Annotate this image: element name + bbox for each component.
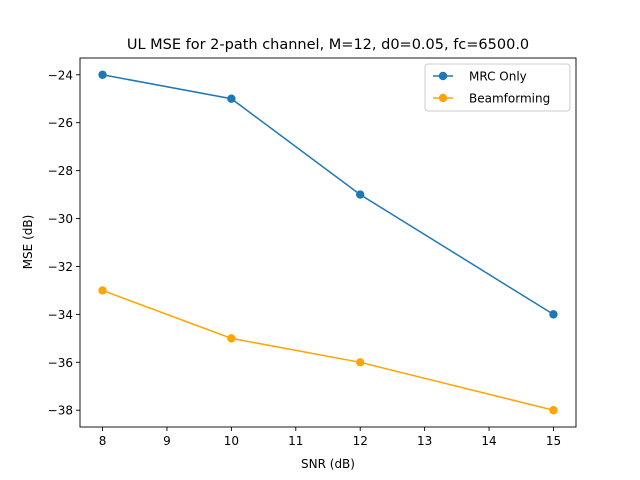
legend-label: Beamforming: [469, 92, 550, 106]
data-point-beamforming: [98, 286, 107, 295]
x-axis-label: SNR (dB): [301, 457, 355, 471]
legend-box: [424, 63, 571, 112]
x-tick-label: 12: [353, 434, 368, 448]
x-tick-label: 13: [417, 434, 432, 448]
data-point-beamforming: [549, 406, 558, 415]
series-line-beamforming: [102, 289, 554, 411]
x-tick-label: 8: [99, 434, 107, 448]
chart-title: UL MSE for 2-path channel, M=12, d0=0.05…: [127, 37, 529, 53]
legend-swatch-marker: [438, 71, 448, 81]
x-tick-label: 11: [288, 434, 303, 448]
x-axis: 8 9 10 11 12 13 14 15: [99, 427, 561, 448]
data-point-beamforming: [356, 358, 365, 367]
legend: MRC Only Beamforming: [424, 63, 571, 112]
y-tick-label: −34: [48, 308, 73, 322]
y-tick-label: −30: [48, 212, 73, 226]
y-tick-label: −38: [48, 404, 73, 418]
y-tick-label: −32: [48, 260, 73, 274]
series-layer: [98, 70, 558, 415]
y-axis-label: MSE (dB): [21, 215, 35, 270]
y-tick-label: −36: [48, 356, 73, 370]
x-tick-label: 14: [481, 434, 496, 448]
data-point-mrc-only: [227, 94, 236, 103]
data-point-mrc-only: [356, 190, 365, 199]
x-tick-label: 9: [163, 434, 171, 448]
x-tick-label: 10: [224, 434, 239, 448]
data-point-mrc-only: [549, 310, 558, 319]
y-tick-label: −28: [48, 164, 73, 178]
data-point-beamforming: [227, 334, 236, 343]
legend-swatch-marker: [438, 93, 448, 103]
x-tick-label: 15: [546, 434, 561, 448]
y-tick-label: −24: [48, 68, 73, 82]
series-line-mrc-only: [102, 74, 554, 316]
y-tick-label: −26: [48, 116, 73, 130]
legend-label: MRC Only: [469, 70, 527, 84]
y-axis: −24 −26 −28 −30 −32 −34 −36 −38: [48, 68, 80, 418]
plot-frame: [79, 57, 577, 428]
data-point-mrc-only: [98, 70, 107, 79]
